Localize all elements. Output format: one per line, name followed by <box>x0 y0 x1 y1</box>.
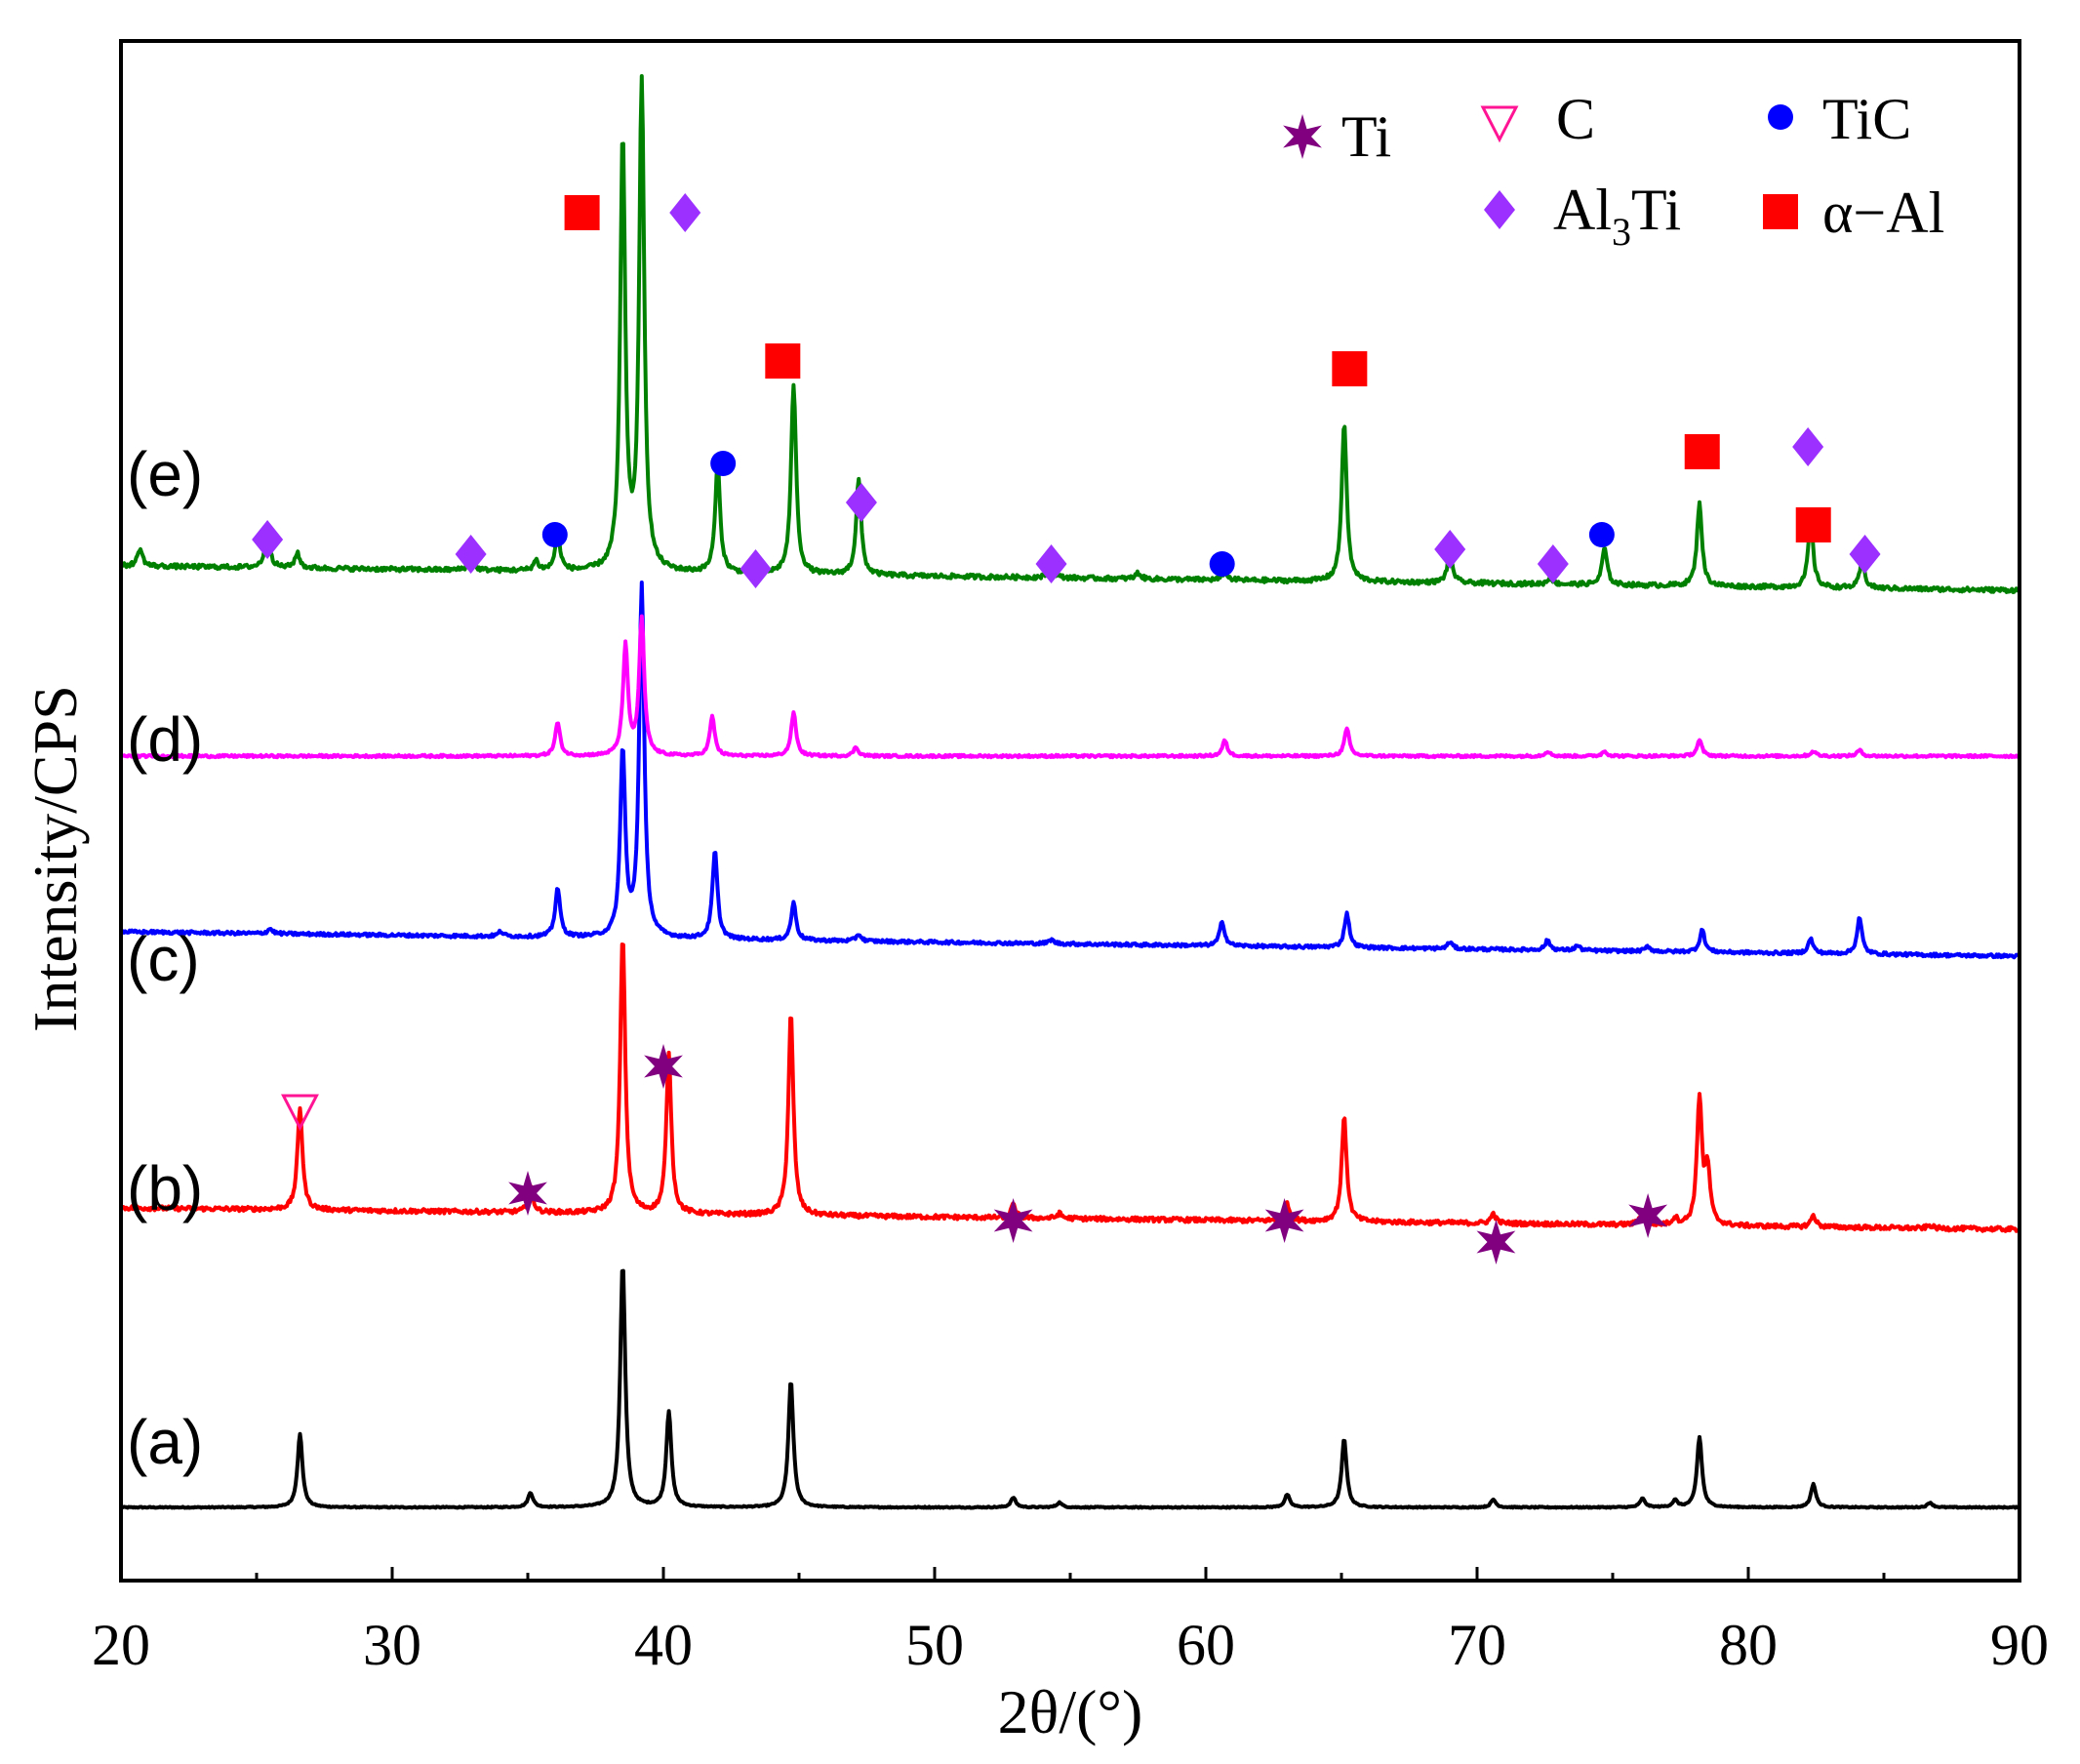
series-label: (d) <box>127 704 203 775</box>
al3ti-marker <box>669 193 701 232</box>
al3ti-marker <box>455 535 487 574</box>
x-tick-label: 40 <box>634 1613 693 1677</box>
al3ti-marker <box>1537 544 1569 583</box>
al3ti-marker <box>1792 427 1824 466</box>
tic-marker <box>541 522 568 547</box>
x-tick-label: 80 <box>1719 1613 1778 1677</box>
al3ti-marker <box>740 549 772 588</box>
alpha-al-marker <box>564 195 600 230</box>
ti-marker <box>1264 1198 1304 1243</box>
plot-frame <box>119 39 2021 1583</box>
alpha-al-marker <box>765 343 801 379</box>
ti-marker <box>1283 114 1322 159</box>
series-labels: (a) (b) (c) (d) (e) <box>127 439 203 1477</box>
x-tick-label: 60 <box>1177 1613 1235 1677</box>
alpha-al-marker <box>1332 351 1368 386</box>
al3ti-marker <box>1434 530 1466 569</box>
series-curves <box>119 74 2021 1510</box>
al3ti-marker <box>1484 190 1515 229</box>
x-tick-label: 30 <box>363 1613 421 1677</box>
series-line <box>120 74 2021 594</box>
series-label: (a) <box>127 1407 203 1477</box>
series-line <box>119 942 2021 1233</box>
alpha-al-marker <box>1795 507 1831 542</box>
x-axis-title: 2θ/(°) <box>998 1677 1143 1746</box>
tic-marker <box>1588 522 1615 547</box>
x-tick-label: 90 <box>1990 1613 2049 1677</box>
series-label: (b) <box>127 1153 203 1223</box>
legend-label: Al3Ti <box>1553 178 1681 254</box>
series-line <box>120 581 2021 960</box>
ti-marker <box>508 1171 547 1216</box>
x-tick-label: 20 <box>92 1613 150 1677</box>
series-label: (e) <box>127 439 203 509</box>
phase-markers <box>252 193 1881 1264</box>
c-marker <box>281 1094 319 1132</box>
series-label: (c) <box>127 924 200 994</box>
ti-marker <box>1476 1220 1516 1264</box>
ti-marker <box>644 1044 683 1089</box>
series-line <box>120 1268 2020 1510</box>
tic-marker <box>710 451 737 476</box>
x-tick-label: 50 <box>905 1613 964 1677</box>
tic-marker <box>1768 104 1793 130</box>
legend-label: α−Al <box>1822 180 1944 245</box>
alpha-al-marker <box>1684 434 1720 469</box>
c-marker <box>1480 105 1519 143</box>
series-line <box>119 614 2021 760</box>
x-tick-label: 70 <box>1448 1613 1506 1677</box>
tic-marker <box>1209 551 1235 577</box>
legend-label: TiC <box>1822 87 1911 151</box>
y-axis-title: Intensity/CPS <box>20 685 90 1032</box>
ti-marker <box>993 1198 1033 1243</box>
legend-label: Ti <box>1341 104 1391 169</box>
al3ti-marker <box>252 520 284 559</box>
al3ti-marker <box>845 483 877 522</box>
ti-marker <box>1628 1193 1668 1238</box>
x-axis-ticks: 20 30 40 50 60 70 80 90 <box>92 1567 2049 1677</box>
al3ti-marker <box>1849 535 1881 574</box>
al3ti-marker <box>1035 544 1067 583</box>
legend-label: C <box>1556 87 1595 151</box>
alpha-al-marker <box>1763 194 1798 229</box>
